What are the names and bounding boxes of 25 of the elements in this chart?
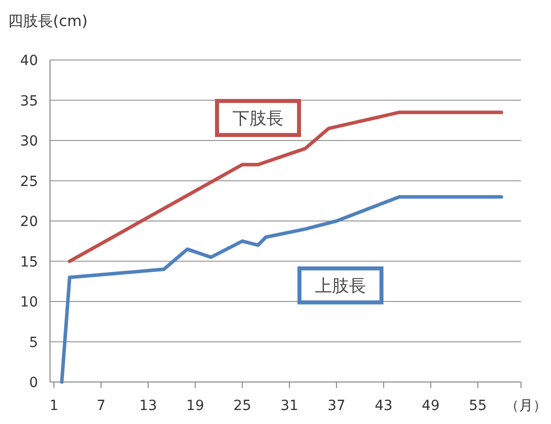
x-tick-label: 13 bbox=[139, 398, 158, 414]
x-tick-label: 49 bbox=[422, 398, 440, 414]
text: 上肢長 bbox=[314, 276, 366, 296]
y-tick-label: 25 bbox=[20, 174, 38, 190]
x-tick-label: 25 bbox=[233, 398, 252, 414]
x-tick-label: 19 bbox=[186, 398, 204, 414]
line-series bbox=[60, 195, 504, 384]
line-series bbox=[68, 110, 504, 263]
y-tick-label: 0 bbox=[29, 375, 38, 391]
series-label: 下肢長 bbox=[232, 108, 284, 129]
x-tick-label: 43 bbox=[374, 398, 393, 414]
y-tick-label: 30 bbox=[20, 134, 38, 150]
y-axis-title: 四肢長(cm) bbox=[8, 12, 88, 30]
x-tick-label: 7 bbox=[96, 398, 106, 414]
y-tick-label: 40 bbox=[20, 53, 38, 69]
x-tick-label: 37 bbox=[328, 398, 346, 414]
x-tick-label: 55 bbox=[468, 398, 487, 414]
y-tick-label: 35 bbox=[20, 93, 38, 110]
x-axis-title: （月） bbox=[505, 398, 547, 414]
x-tick-label: 31 bbox=[280, 398, 298, 414]
y-tick-label: 20 bbox=[20, 214, 38, 230]
x-tick-label: 1 bbox=[49, 398, 58, 414]
y-tick-label: 15 bbox=[20, 254, 38, 270]
y-tick-label: 5 bbox=[29, 334, 38, 351]
y-tick-label: 10 bbox=[20, 294, 38, 310]
